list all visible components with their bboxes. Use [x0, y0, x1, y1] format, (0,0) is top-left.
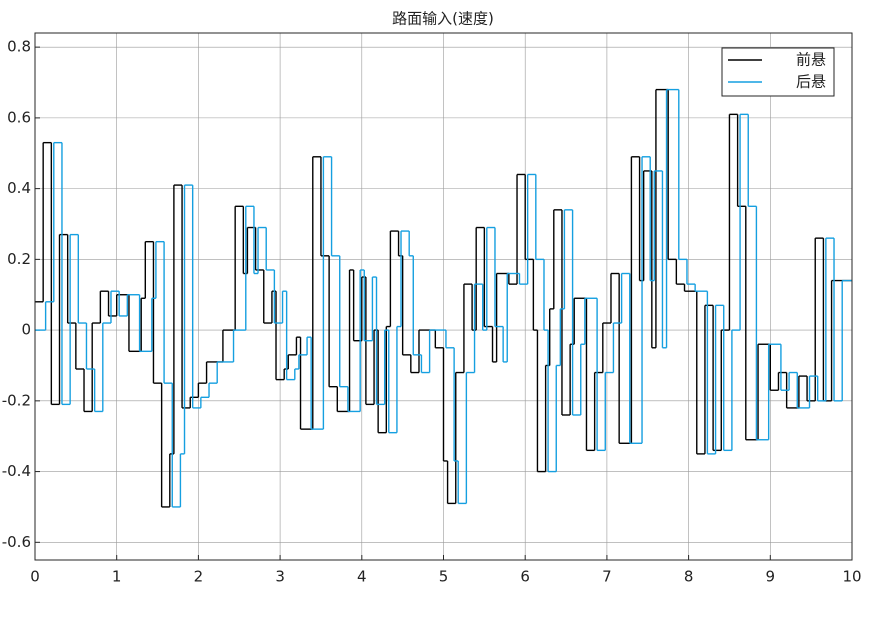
legend-label: 后悬 — [796, 73, 826, 91]
x-tick-label: 7 — [602, 568, 612, 586]
x-tick-label: 4 — [357, 568, 367, 586]
x-tick-label: 5 — [439, 568, 449, 586]
legend-label: 前悬 — [796, 51, 826, 69]
y-tick-label: 0.4 — [7, 179, 31, 197]
x-tick-label: 10 — [842, 568, 861, 586]
y-tick-label: 0.2 — [7, 250, 31, 268]
x-tick-label: 8 — [684, 568, 694, 586]
x-tick-label: 6 — [520, 568, 530, 586]
y-tick-label: -0.6 — [2, 533, 31, 551]
plot-border — [34, 32, 853, 561]
y-tick-label: 0.8 — [7, 38, 31, 56]
y-tick-label: 0.6 — [7, 108, 31, 126]
x-tick-label: 3 — [275, 568, 285, 586]
x-tick-label: 9 — [766, 568, 776, 586]
y-tick-label: -0.2 — [2, 391, 31, 409]
x-tick-label: 2 — [194, 568, 204, 586]
y-tick-label: -0.4 — [2, 462, 31, 480]
legend-box — [721, 47, 835, 97]
chart-title: 路面输入(速度) — [392, 10, 494, 28]
x-tick-label: 1 — [112, 568, 122, 586]
y-tick-label: 0 — [21, 321, 31, 339]
x-tick-label: 0 — [30, 568, 40, 586]
